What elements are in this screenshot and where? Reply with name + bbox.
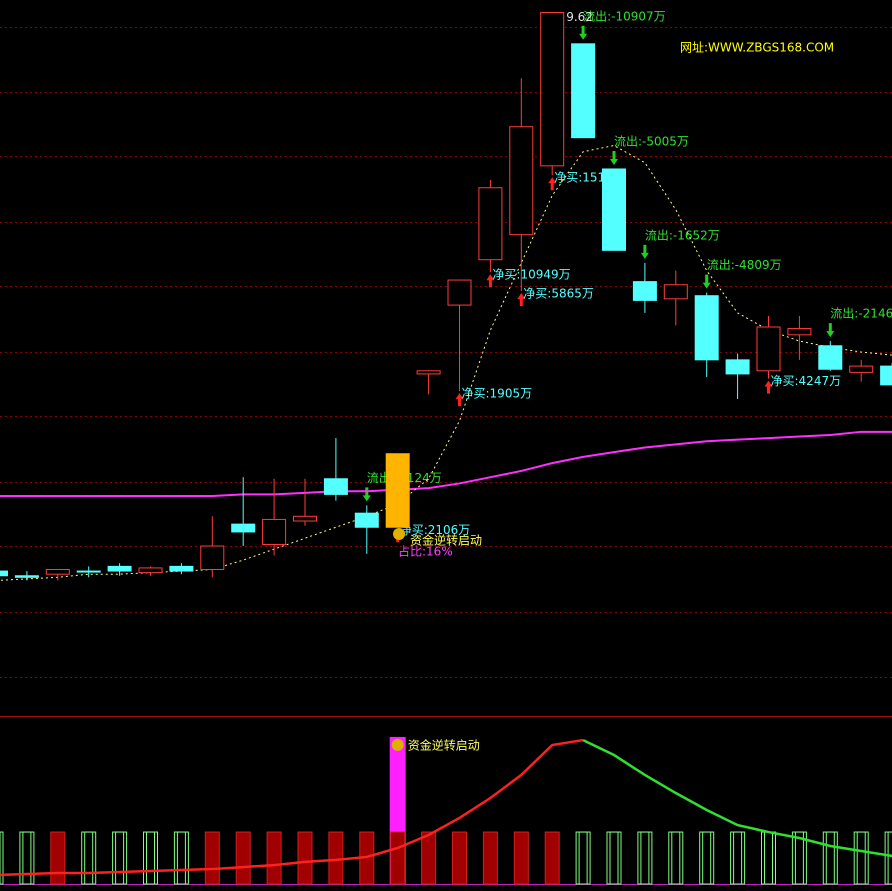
flag-bar-inner [887,831,892,885]
flag-bar-inner [22,831,32,885]
sell-label: 流出:-1652万 [645,228,720,242]
sell-label: 流出:-5005万 [614,134,689,148]
flag-bar-inner [733,831,743,885]
candle-body [76,570,101,573]
sell-arrow [826,323,835,338]
candle-body [787,328,812,336]
flag-bar [297,831,313,885]
flag-bar [50,831,66,885]
buy-label: 净买:1905万 [462,387,533,401]
candle-body [694,295,719,361]
flag-bar [452,831,467,885]
line-series [0,430,892,497]
candle-body [880,365,892,386]
candle-body [354,512,379,528]
website: 网址:WWW.ZBGS168.COM [680,41,834,55]
flag-bar-inner [671,831,681,885]
flag-bar [513,831,529,885]
candle-body [478,187,503,261]
candle-body [663,284,688,300]
candle-body [138,567,163,574]
flag-bar-inner [856,831,866,885]
indicator-line [582,738,892,858]
sell-arrow [702,274,711,289]
candle-body [602,168,626,251]
flag-bar-inner [794,831,804,885]
buy-arrow [486,274,495,288]
candle-body [725,359,750,375]
flag-bar-inner [609,831,619,885]
flag-bar [482,831,498,885]
sell-label: 流出:-4809万 [707,258,782,272]
flag-bar [266,831,282,885]
candle-body [385,453,410,528]
candle-body [323,478,348,495]
candle-body [416,370,441,375]
buy-label: 净买:1513 [554,171,613,185]
flag-bar-inner [146,831,155,885]
candle-body [169,565,194,572]
signal-label: 资金逆转启动 [410,533,482,548]
money-icon [391,738,404,751]
flag-bar-inner [176,831,186,885]
buy-label: 净买:4247万 [771,374,842,388]
buy-label: 净买:10949万 [492,268,570,282]
flag-bar-inner [115,831,125,885]
buy-label: 净买:2106万 [400,523,471,537]
flag-bar [328,831,344,885]
flag-bar-inner [640,831,650,885]
sell-arrow [362,487,371,502]
sell-arrow [610,150,618,165]
flag-bar [544,831,560,885]
candle-body [447,279,472,306]
flag-bar-inner [578,831,588,885]
sell-arrow [579,25,588,40]
buy-arrow [764,380,773,394]
buy-label: 净买:5865万 [523,287,594,301]
candle-body [756,326,781,372]
flag-bar-inner [84,831,94,885]
indicator-line [0,738,584,877]
candle-body [107,565,132,572]
sell-arrow [640,244,649,259]
candle-body [45,568,70,575]
flag-bar [884,831,892,885]
candle-body [571,43,596,139]
candle-body [632,281,657,301]
candle-body [540,12,565,167]
candle-body [849,365,874,373]
highlight-label: 资金逆转启动 [408,737,480,752]
candle-body [231,523,256,533]
flag-bar [0,831,4,885]
flag-bar [421,831,437,885]
candle-body [262,518,287,545]
buy-arrow [548,177,557,191]
candle-body [293,515,317,522]
flag-bar [204,831,220,885]
candle-body [14,575,39,578]
flag-bar-inner [702,831,712,885]
flag-bar [235,831,251,885]
flag-bar-inner [825,831,835,885]
ratio-label: 占比:16% [398,544,453,559]
money-icon [393,528,405,540]
line-series [0,144,892,581]
flag-bar [390,831,406,885]
candle-body [818,345,843,370]
candle-body [509,126,534,236]
peak-label: 9.62 [566,10,593,24]
sell-label: 流出:-10907万 [583,9,666,23]
candle-body [0,570,8,577]
candle-body [200,545,225,570]
buy-arrow [517,293,526,307]
sell-label: 流出:-2146 [830,307,892,321]
buy-arrow [455,393,464,407]
